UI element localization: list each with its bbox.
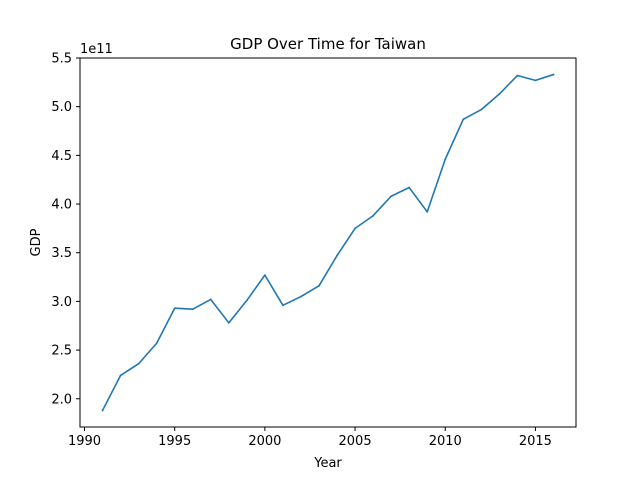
data-point — [209, 298, 212, 301]
data-point — [173, 307, 176, 310]
data-point — [552, 73, 555, 76]
y-axis-ticks: 2.0 2.5 3.0 3.5 4.0 4.5 5.0 5.5 — [51, 52, 80, 407]
x-axis-label: Year — [313, 456, 342, 471]
data-point — [227, 321, 230, 324]
data-point — [444, 158, 447, 161]
x-axis-ticks: 1990 1995 2000 2005 2010 2015 — [68, 427, 552, 449]
x-tick-label: 2015 — [519, 434, 552, 449]
data-point — [462, 118, 465, 121]
x-tick-label: 2005 — [339, 434, 372, 449]
y-tick-label: 3.0 — [51, 295, 72, 310]
y-tick-label: 4.5 — [51, 149, 72, 164]
x-tick-label: 1995 — [158, 434, 191, 449]
data-point — [498, 93, 501, 95]
data-point — [318, 284, 320, 287]
data-point — [336, 254, 338, 257]
data-point — [534, 79, 537, 82]
data-point — [137, 362, 140, 365]
data-point — [300, 295, 302, 298]
y-tick-label: 4.0 — [51, 198, 72, 213]
data-point — [390, 195, 393, 198]
y-tick-label: 2.5 — [51, 344, 72, 359]
y-tick-label: 3.5 — [51, 246, 72, 261]
y-tick-label: 2.0 — [51, 392, 72, 407]
x-tick-label: 2010 — [429, 434, 462, 449]
data-point — [408, 186, 411, 189]
data-point — [263, 274, 266, 277]
x-tick-label: 1990 — [68, 434, 101, 449]
data-point — [480, 108, 483, 111]
data-point — [372, 214, 374, 217]
data-point — [155, 342, 158, 345]
series-layer — [101, 73, 555, 412]
data-point — [282, 304, 284, 307]
data-point — [426, 210, 429, 213]
data-point — [101, 409, 104, 412]
data-point — [354, 227, 356, 230]
y-tick-label: 5.5 — [51, 52, 72, 67]
axes-frame — [79, 57, 577, 428]
data-point — [191, 308, 194, 311]
chart-title: GDP Over Time for Taiwan — [230, 35, 426, 53]
y-tick-label: 5.0 — [51, 100, 72, 115]
data-point — [516, 74, 519, 77]
data-point — [119, 374, 122, 377]
y-offset-text: 1e11 — [80, 42, 113, 57]
x-tick-label: 2000 — [248, 434, 281, 449]
series-line — [101, 73, 555, 412]
y-axis-label: GDP — [29, 228, 44, 256]
data-point — [245, 299, 248, 302]
